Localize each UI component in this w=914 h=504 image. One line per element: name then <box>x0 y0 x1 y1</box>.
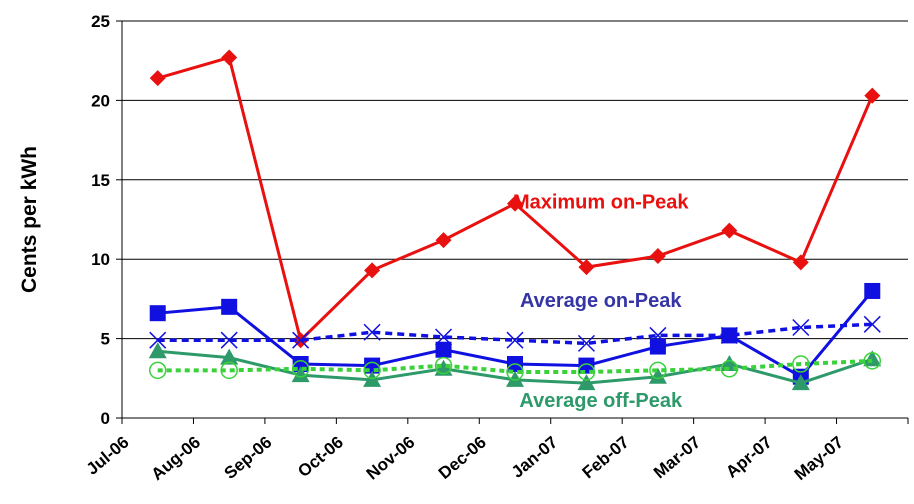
data-point <box>506 331 524 349</box>
data-point <box>364 262 381 279</box>
data-point <box>291 366 310 383</box>
series-group <box>148 49 882 391</box>
data-point <box>220 348 239 365</box>
data-point <box>578 357 595 374</box>
data-point <box>721 222 738 239</box>
annotation-group: Maximum on-Peak Average on-Peak Average of… <box>513 191 689 412</box>
x-tick-label: Mar-07 <box>650 433 704 483</box>
data-point <box>720 326 738 344</box>
y-axis-title: Cents per kWh <box>18 146 41 293</box>
y-tick-label: 5 <box>101 330 110 349</box>
x-tick-label: Dec-06 <box>435 433 490 483</box>
series-annotation: Maximum on-Peak <box>513 191 689 213</box>
data-point <box>577 334 595 352</box>
x-tick-label: Jan-07 <box>508 433 561 482</box>
data-point <box>648 367 667 384</box>
data-point <box>148 361 167 380</box>
data-point <box>863 352 882 370</box>
data-point <box>435 328 453 346</box>
data-point <box>863 350 882 367</box>
grid-lines <box>116 20 909 424</box>
x-tick-labels: Jul-06 Aug-06 Sep-06 Oct-06 Nov-06 Dec-06 Jan-… <box>83 433 847 485</box>
data-point <box>363 323 381 341</box>
data-point <box>291 360 310 378</box>
data-point <box>149 305 166 322</box>
series-avg_off_peak_b <box>148 352 882 381</box>
series-line <box>157 358 873 374</box>
data-point <box>649 361 667 380</box>
data-point <box>863 315 881 333</box>
x-tick-label: Oct-06 <box>294 433 347 482</box>
y-tick-label: 25 <box>91 12 110 31</box>
data-point <box>220 361 238 380</box>
data-point <box>149 70 166 87</box>
series-avg_on_peak_b <box>149 315 881 352</box>
x-tick-label: May-07 <box>791 433 847 485</box>
data-point <box>435 232 452 249</box>
x-tick-label: Jul-06 <box>83 433 133 479</box>
y-tick-label: 20 <box>91 91 110 110</box>
x-tick-label: Nov-06 <box>363 433 419 484</box>
data-point <box>792 355 810 373</box>
y-tick-label: 10 <box>91 250 110 269</box>
axes <box>121 21 908 419</box>
data-point <box>149 331 167 349</box>
data-point <box>578 259 595 276</box>
data-point <box>791 374 810 391</box>
x-tick-label: Sep-06 <box>221 433 276 483</box>
data-point <box>792 254 809 271</box>
data-point <box>792 318 810 337</box>
data-point <box>434 356 453 375</box>
data-point <box>577 363 596 381</box>
x-tick-label: Aug-06 <box>148 433 204 485</box>
data-point <box>720 360 739 378</box>
series-annotation: Average on-Peak <box>520 290 682 312</box>
x-tick-label: Feb-07 <box>579 433 633 483</box>
y-tick-label: 0 <box>101 409 110 428</box>
series-annotation: Average off-Peak <box>519 390 683 412</box>
y-tick-label: 15 <box>91 171 110 190</box>
data-point <box>506 363 524 381</box>
data-point <box>577 374 596 391</box>
data-point <box>864 87 881 104</box>
data-point <box>148 342 167 359</box>
data-point <box>649 248 666 265</box>
data-point <box>507 195 523 212</box>
y-tick-labels: 0 5 10 15 20 25 <box>91 12 110 428</box>
data-point <box>864 282 881 299</box>
data-point <box>506 370 524 387</box>
data-point <box>220 331 238 349</box>
data-point <box>649 338 666 355</box>
data-point <box>292 331 310 349</box>
data-point <box>649 326 667 344</box>
data-point <box>221 298 238 315</box>
data-point <box>363 361 381 380</box>
data-point <box>221 49 238 66</box>
data-point <box>435 341 452 358</box>
x-tick-label: Apr-07 <box>722 433 775 482</box>
